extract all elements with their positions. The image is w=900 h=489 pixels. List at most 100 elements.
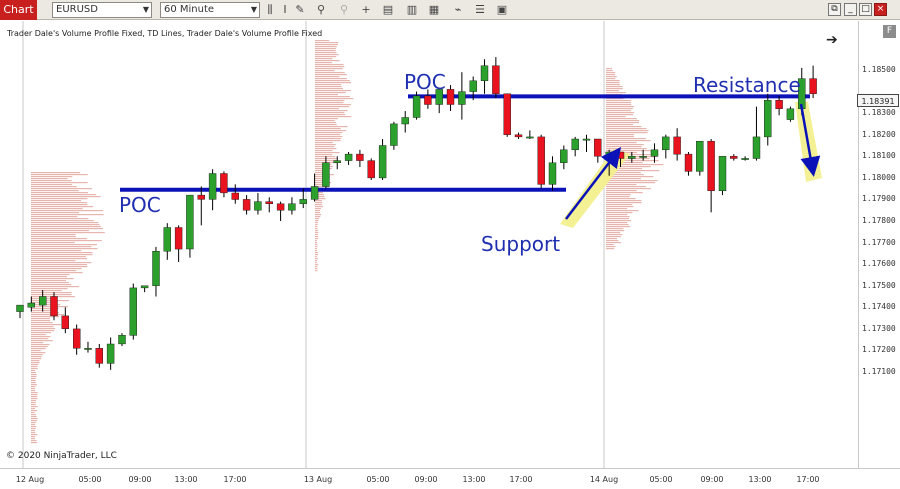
support-label: Support xyxy=(481,232,561,256)
volume-profile-bar xyxy=(31,178,68,180)
volume-profile-bar xyxy=(606,170,660,172)
volume-profile-bar xyxy=(606,236,621,238)
volume-profile-bar xyxy=(606,242,621,244)
data-box-icon[interactable]: ▤ xyxy=(382,3,394,16)
volume-profile-bar xyxy=(606,208,628,210)
volume-profile-bar xyxy=(31,266,88,268)
f-button[interactable]: F xyxy=(883,25,896,38)
volume-profile-bar xyxy=(315,266,318,268)
x-tick-label: 13:00 xyxy=(462,475,486,484)
volume-profile-bar xyxy=(31,414,36,416)
volume-profile-bar xyxy=(31,260,76,262)
candle-body xyxy=(254,201,262,211)
x-tick-label: 05:00 xyxy=(649,475,673,484)
volume-profile-bar xyxy=(31,432,36,434)
volume-profile-bar xyxy=(31,206,94,208)
candle-body xyxy=(72,328,81,349)
properties-icon[interactable]: ☰ xyxy=(475,3,485,16)
volume-profile-bar xyxy=(606,210,639,212)
candle-body xyxy=(775,99,783,109)
period-selector[interactable]: 60 Minute ▼ xyxy=(160,2,260,18)
volume-profile-bar xyxy=(31,322,53,324)
volume-profile-bar xyxy=(31,194,97,196)
volume-profile-bar xyxy=(31,200,82,202)
volume-profile-bar xyxy=(606,140,651,142)
volume-profile-bar xyxy=(31,254,93,256)
volume-profile-bar xyxy=(606,200,642,202)
volume-profile-bar xyxy=(31,248,98,250)
candle-body xyxy=(560,149,568,163)
volume-profile-bar xyxy=(31,252,93,254)
volume-profile-bar xyxy=(606,182,656,184)
volume-profile-bar xyxy=(315,208,321,210)
text-icon[interactable]: I xyxy=(283,3,287,16)
drawing-tools-icon[interactable]: ⌁ xyxy=(454,3,462,16)
volume-profile-bar xyxy=(606,82,620,84)
instrument-selector[interactable]: EURUSD ▼ xyxy=(52,2,152,18)
pencil-icon[interactable]: ✎ xyxy=(295,3,305,16)
volume-profile-bar xyxy=(606,120,640,122)
maximize-icon[interactable]: □ xyxy=(859,3,872,16)
volume-profile-bar xyxy=(315,258,319,260)
y-tick-label: 1.17300 xyxy=(862,323,896,333)
volume-profile-bar xyxy=(31,238,88,240)
templates-icon[interactable]: ▣ xyxy=(496,3,508,16)
volume-profile-bar xyxy=(31,324,61,326)
candle-body xyxy=(208,173,217,200)
zoom-in-icon[interactable]: ⚲ xyxy=(316,3,326,16)
volume-profile-bar xyxy=(31,412,35,414)
candle-body xyxy=(84,348,92,350)
volume-profile-bar xyxy=(315,46,337,48)
volume-profile-bar xyxy=(606,186,646,188)
volume-profile-bar xyxy=(606,196,630,198)
x-tick-label: 17:00 xyxy=(223,475,247,484)
volume-profile-bar xyxy=(606,212,633,214)
volume-profile-bar xyxy=(315,154,333,156)
volume-profile-bar xyxy=(315,140,341,142)
candle-body xyxy=(106,343,115,364)
x-tick-label: 14 Aug xyxy=(589,475,619,484)
volume-profile-bar xyxy=(31,328,56,330)
volume-profile-bar xyxy=(31,280,66,282)
volume-profile-bar xyxy=(31,408,35,410)
zoom-out-icon[interactable]: ⚲ xyxy=(339,3,349,16)
volume-profile-bar xyxy=(315,66,345,68)
volume-profile-bar xyxy=(315,150,333,152)
close-icon[interactable]: × xyxy=(874,3,887,16)
candle-body xyxy=(526,136,534,139)
chart-tab[interactable]: Chart xyxy=(0,0,37,20)
volume-profile-bar xyxy=(606,178,641,180)
volume-profile-bar xyxy=(606,148,647,150)
volume-profile-bar xyxy=(315,52,337,54)
volume-profile-bar xyxy=(31,438,35,440)
arrow-right-icon[interactable]: ➔ xyxy=(826,32,838,48)
candle-body xyxy=(401,117,409,125)
volume-profile-bar xyxy=(606,224,629,226)
volume-profile-bar xyxy=(315,74,347,76)
strategies-icon[interactable]: ▦ xyxy=(428,3,440,16)
crosshair-icon[interactable]: + xyxy=(361,3,371,16)
time-axis[interactable] xyxy=(0,468,900,489)
volume-profile-bar xyxy=(31,192,89,194)
volume-profile-bar xyxy=(31,354,43,356)
restore-icon[interactable]: ⧉ xyxy=(828,3,841,16)
volume-profile-bar xyxy=(606,230,625,232)
volume-profile-bar xyxy=(606,162,643,164)
volume-profile-bar xyxy=(31,278,74,280)
y-tick-label: 1.18500 xyxy=(862,65,896,74)
volume-profile-bar xyxy=(31,312,59,314)
volume-profile-bar xyxy=(31,220,94,222)
volume-profile-bar xyxy=(606,188,651,190)
indicators-icon[interactable]: ▥ xyxy=(406,3,418,16)
price-chart[interactable] xyxy=(0,21,858,468)
bar-type-icon[interactable]: ⫼ xyxy=(267,3,273,16)
volume-profile-bar xyxy=(606,144,644,146)
candle-body xyxy=(310,186,319,200)
candle-body xyxy=(367,160,375,179)
volume-profile-bar xyxy=(606,104,632,106)
volume-profile-bar xyxy=(606,184,637,186)
volume-profile-bar xyxy=(31,424,36,426)
volume-profile-bar xyxy=(31,314,65,316)
volume-profile-bar xyxy=(606,234,623,236)
minimize-icon[interactable]: _ xyxy=(844,3,857,16)
